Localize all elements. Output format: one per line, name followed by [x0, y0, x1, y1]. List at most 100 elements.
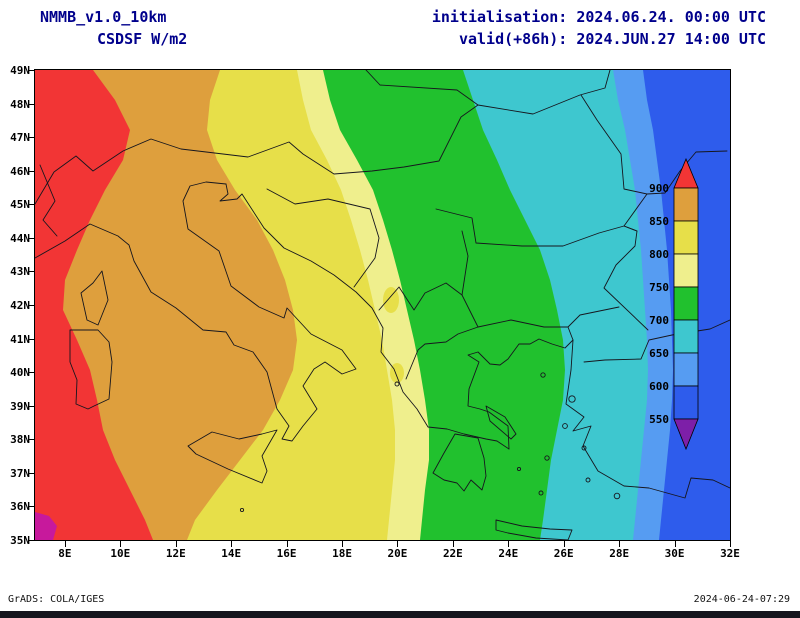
band-magenta-spot	[35, 512, 57, 540]
legend-box	[673, 220, 699, 255]
legend-box	[673, 187, 699, 222]
grads-credit: GrADS: COLA/IGES	[8, 594, 105, 605]
lon-label: 16E	[276, 547, 297, 560]
legend-box	[673, 319, 699, 354]
lat-label: 39N	[10, 399, 30, 413]
coastline-italy	[35, 181, 357, 442]
lon-label: 10E	[110, 547, 131, 560]
lon-label: 24E	[498, 547, 519, 560]
legend-value: 650	[649, 347, 669, 360]
lat-tick	[28, 540, 34, 541]
border-danube	[435, 208, 638, 247]
variable-name: CSDSF W/m2	[97, 30, 188, 48]
legend-value: 800	[649, 248, 669, 261]
lon-tick	[231, 541, 233, 547]
lat-label: 42N	[10, 299, 30, 312]
lat-tick	[28, 237, 34, 239]
lon-label: 22E	[442, 547, 463, 560]
lon-label: 18E	[332, 547, 352, 560]
border-bulgaria-greece	[477, 306, 620, 341]
yellow-spot-1	[383, 287, 399, 313]
coastline-turkey-west	[565, 339, 730, 499]
legend-arrow-top	[673, 157, 699, 189]
lon-tick	[397, 541, 399, 547]
lon-tick	[563, 541, 565, 547]
lat-tick	[28, 405, 34, 407]
legend-value: 600	[649, 380, 669, 393]
lon-tick	[452, 541, 454, 547]
lat-label: 41N	[10, 332, 30, 346]
lon-tick	[508, 541, 510, 547]
legend-value: 850	[649, 215, 669, 228]
lat-label: 38N	[10, 433, 30, 447]
legend-box	[673, 352, 699, 387]
border-alps-north	[35, 104, 479, 205]
lon-tick	[64, 541, 66, 547]
legend-value: 900	[649, 182, 669, 195]
island-crete	[495, 519, 573, 540]
bottom-bar	[0, 611, 800, 618]
coastline-aegean-north	[467, 338, 574, 450]
lon-tick	[286, 541, 288, 547]
border-france-italy	[39, 164, 58, 237]
coastline-adriatic-east	[219, 183, 510, 450]
lat-tick	[28, 170, 34, 172]
lat-label: 49N	[10, 64, 30, 77]
lon-label: 26E	[553, 547, 574, 560]
lat-tick	[28, 204, 34, 206]
map-plot	[34, 69, 731, 541]
lat-label: 48N	[10, 97, 30, 111]
lat-tick	[28, 137, 34, 139]
valid-label: valid(+86h): 2024.JUN.27 14:00 UTC	[458, 30, 766, 48]
legend-box	[673, 253, 699, 288]
border-albania-macedonia	[378, 282, 479, 380]
radiation-field-map	[35, 70, 730, 540]
lon-label: 20E	[387, 547, 408, 560]
lat-tick	[28, 70, 34, 71]
coastline-peloponnese	[432, 433, 487, 492]
lat-tick	[28, 338, 34, 340]
lat-label: 46N	[10, 164, 30, 178]
lon-tick	[674, 541, 676, 547]
lat-label: 47N	[10, 131, 30, 145]
lon-tick	[120, 541, 122, 547]
lat-label: 44N	[10, 231, 30, 245]
lat-label: 43N	[10, 265, 30, 279]
lon-tick	[619, 541, 621, 547]
initialisation-label: initialisation: 2024.06.24. 00:00 UTC	[431, 8, 766, 26]
lon-tick	[175, 541, 177, 547]
legend-box	[673, 385, 699, 420]
model-name: NMMB_v1.0_10km	[40, 8, 167, 26]
legend-value: 550	[649, 413, 669, 426]
lat-tick	[28, 271, 34, 273]
band-red	[35, 70, 153, 540]
lon-tick	[342, 541, 344, 547]
lon-label: 8E	[58, 547, 72, 560]
island-corsica	[80, 270, 109, 326]
lat-label: 40N	[10, 366, 30, 380]
island-sicily	[187, 429, 278, 484]
lat-label: 37N	[10, 466, 30, 480]
lat-label: 36N	[10, 500, 30, 514]
run-header: initialisation: 2024.06.24. 00:00 UTC va…	[432, 6, 766, 50]
border-croatia-bosnia	[266, 188, 380, 288]
color-bar: 900 850 800 750 700 650 600 550	[649, 157, 699, 451]
lat-label: 35N	[10, 534, 30, 547]
lat-tick	[28, 439, 34, 441]
legend-value: 750	[649, 281, 669, 294]
color-legend: 900 850 800 750 700 650 600 550	[646, 157, 702, 457]
aegean-islands	[239, 372, 621, 513]
lat-tick	[28, 372, 34, 374]
lat-tick	[28, 506, 34, 508]
legend-value: 700	[649, 314, 669, 327]
legend-arrow-bottom	[673, 418, 699, 451]
lat-tick	[28, 305, 34, 306]
border-carpathia	[365, 70, 648, 195]
lon-label: 30E	[664, 547, 685, 560]
model-header: NMMB_v1.0_10km CSDSF W/m2	[40, 6, 187, 50]
legend-box	[673, 286, 699, 321]
creation-timestamp: 2024-06-24-07:29	[693, 594, 790, 605]
lon-label: 14E	[221, 547, 242, 560]
border-serbia-bulgaria	[461, 230, 479, 328]
lat-tick	[28, 103, 34, 105]
